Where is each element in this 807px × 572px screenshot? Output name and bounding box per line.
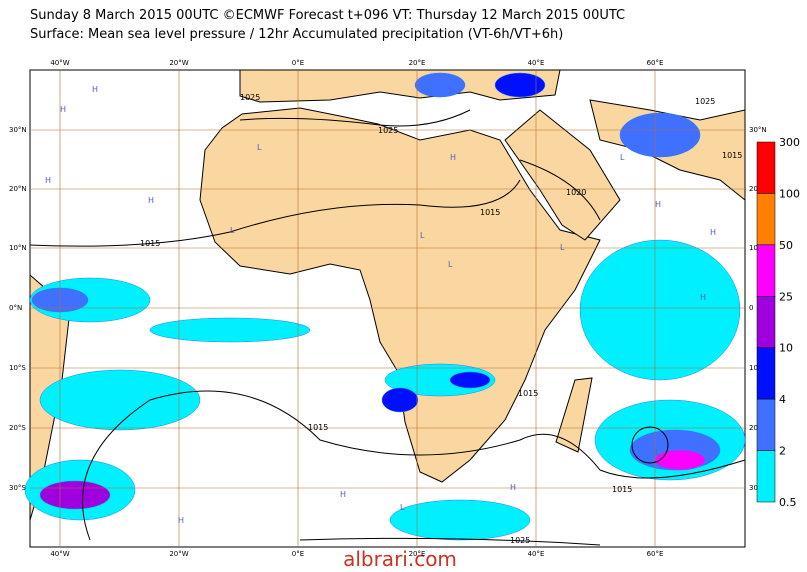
colorbar-label: 0.5: [779, 496, 797, 509]
colorbar-label: 300: [779, 136, 800, 149]
subtitle: Surface: Mean sea level pressure / 12hr …: [30, 27, 563, 42]
lon-label-bottom: 40°W: [50, 550, 69, 558]
isobar-label: 1015: [480, 208, 500, 217]
lat-label-left: 20°N: [9, 185, 27, 193]
isobar-label: 1015: [140, 239, 160, 248]
lat-label-left: 10°N: [9, 244, 27, 252]
pressure-center: L: [620, 153, 625, 162]
lon-label-top: 60°E: [647, 59, 664, 67]
lon-label-top: 40°W: [50, 59, 69, 67]
lat-label-right: 0: [749, 304, 753, 312]
colorbar: [756, 141, 776, 503]
colorbar-label: 2: [779, 445, 786, 458]
pressure-center: L: [400, 503, 405, 512]
pressure-center: L: [230, 226, 235, 235]
isobar-label: 1025: [695, 97, 715, 106]
pressure-center: L: [420, 231, 425, 240]
graticule: [30, 70, 745, 547]
pressure-center: H: [340, 490, 346, 499]
lat-label-right: 10: [749, 364, 758, 372]
isobar-label: 1025: [378, 126, 398, 135]
colorbar-label: 50: [779, 239, 793, 252]
lon-label-top: 0°E: [292, 59, 304, 67]
pressure-center: H: [450, 153, 456, 162]
lat-label-right: 10: [749, 244, 758, 252]
watermark: albrari.com: [343, 547, 457, 568]
pressure-center: H: [178, 516, 184, 525]
pressure-center: L: [560, 243, 565, 252]
colorbar-swatch: [756, 450, 776, 503]
lon-label-bottom: 60°E: [647, 550, 664, 558]
colorbar-label: 100: [779, 187, 800, 200]
pressure-center: H: [710, 228, 716, 237]
lat-label-left: 10°S: [9, 364, 26, 372]
pressure-center: H: [92, 85, 98, 94]
isobar-label: 1025: [510, 536, 530, 545]
colorbar-swatch: [756, 347, 776, 400]
colorbar-label: 25: [779, 290, 793, 303]
lat-label-right: 20: [749, 185, 758, 193]
colorbar-swatch: [756, 193, 776, 246]
pressure-center: H: [45, 176, 51, 185]
lon-label-bottom: 40°E: [528, 550, 545, 558]
lat-label-right: 20: [749, 424, 758, 432]
lat-label-right: 30: [749, 484, 758, 492]
isobar-label: 1015: [518, 389, 538, 398]
colorbar-swatch: [756, 141, 776, 194]
lat-label-left: 0°N: [9, 304, 22, 312]
pressure-center: H: [148, 196, 154, 205]
lon-label-bottom: 20°E: [409, 550, 426, 558]
pressure-center: H: [655, 200, 661, 209]
precipitation: [24, 72, 746, 541]
isobar-label: 1015: [722, 151, 742, 160]
lat-label-left: 20°S: [9, 424, 26, 432]
lon-label-top: 20°W: [169, 59, 188, 67]
lat-label-left: 30°S: [9, 484, 26, 492]
lat-label-left: 30°N: [9, 126, 27, 134]
lon-label-top: 40°E: [528, 59, 545, 67]
lon-label-bottom: 20°W: [169, 550, 188, 558]
colorbar-swatch: [756, 398, 776, 451]
isobar-label: 1015: [308, 423, 328, 432]
isobars: [29, 109, 746, 546]
pressure-center: L: [448, 260, 453, 269]
lat-label-right: 30°N: [749, 126, 767, 134]
colorbar-swatch: [756, 296, 776, 348]
pressure-center: H: [510, 483, 516, 492]
lon-label-top: 20°E: [409, 59, 426, 67]
isobar-label: 1020: [566, 188, 586, 197]
pressure-center: L: [257, 143, 262, 152]
isobar-label: 1015: [612, 485, 632, 494]
colorbar-swatch: [756, 244, 776, 297]
pressure-center: H: [700, 293, 706, 302]
pressure-center: H: [60, 105, 66, 114]
isobar-label: 1025: [240, 93, 260, 102]
title: Sunday 8 March 2015 00UTC ©ECMWF Forecas…: [30, 8, 625, 23]
map: [24, 69, 746, 548]
lon-label-bottom: 0°E: [292, 550, 304, 558]
pressure-center: L: [655, 448, 660, 457]
colorbar-label: 4: [779, 393, 786, 406]
colorbar-label: 10: [779, 342, 793, 355]
